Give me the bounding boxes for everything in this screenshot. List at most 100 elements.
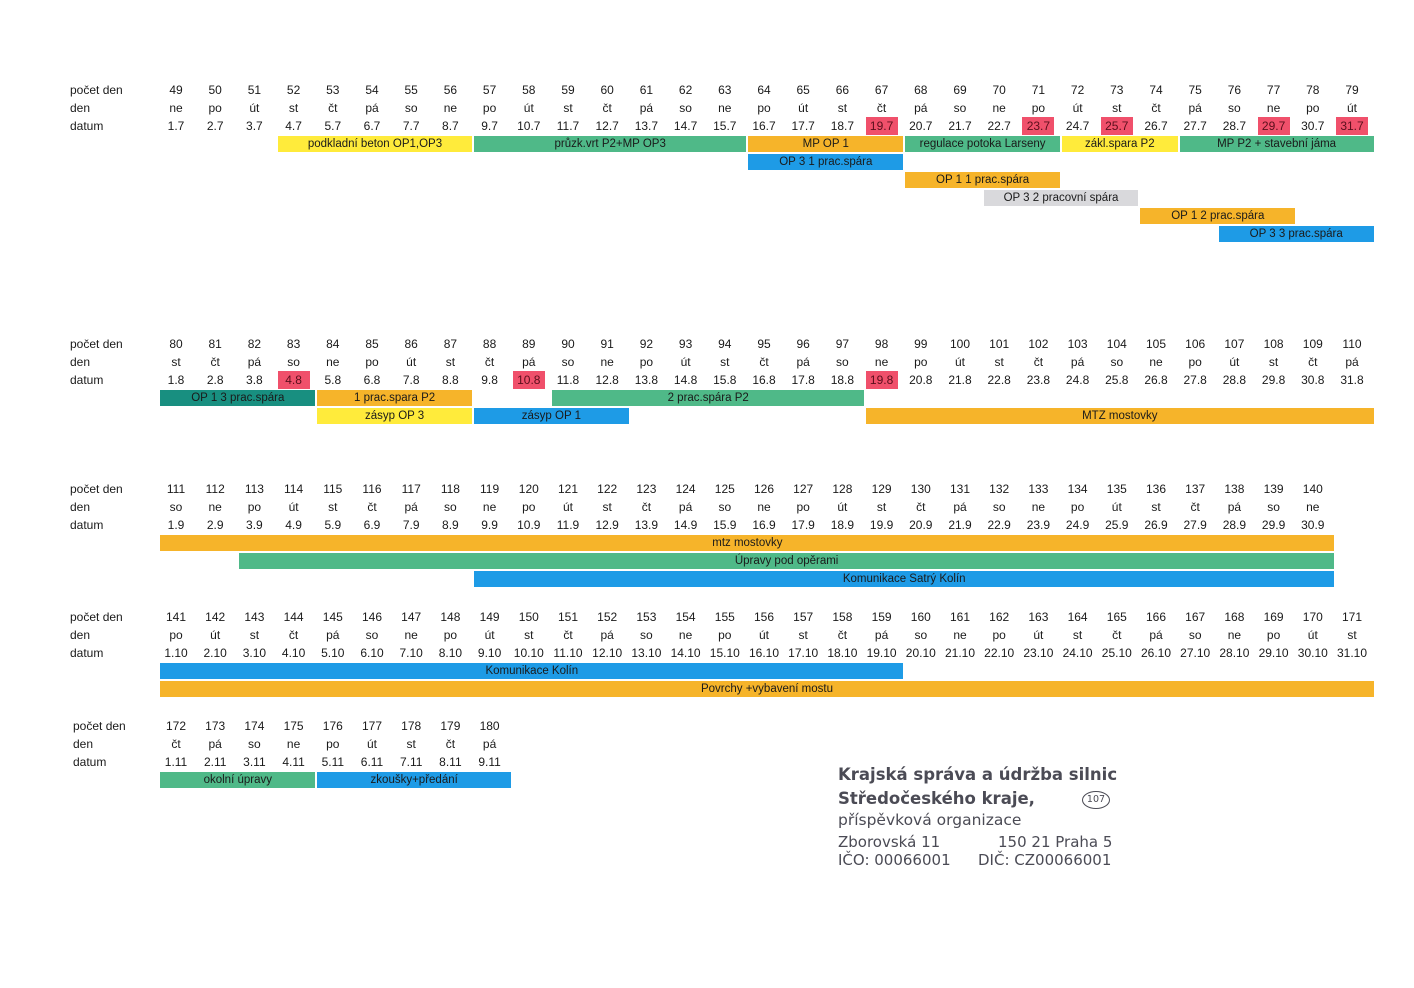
weekday-cell: so	[444, 500, 457, 514]
weekday-cell: pá	[208, 737, 222, 751]
weekday-cell: ne	[600, 355, 614, 369]
gantt-task-bar: MP OP 1	[748, 136, 904, 152]
day-number-cell: 86	[404, 337, 418, 351]
date-cell: 9.11	[478, 755, 501, 769]
day-number-cell: 103	[1067, 337, 1088, 351]
day-number-cell: 110	[1342, 337, 1362, 351]
date-cell: 29.8	[1261, 373, 1286, 387]
day-number-cell: 146	[361, 610, 383, 624]
weekday-cell: čt	[288, 628, 299, 642]
row-label-2: den	[70, 500, 91, 514]
day-number-cell: 118	[440, 482, 460, 496]
date-cell: 6.8	[363, 373, 381, 387]
weekday-cell: ne	[874, 355, 889, 369]
date-cell: 25.8	[1105, 373, 1129, 387]
weekday-cell: st	[720, 355, 730, 369]
day-number-cell: 99	[914, 337, 928, 351]
row-label-2: den	[70, 355, 91, 369]
weekday-cell: po	[639, 355, 654, 369]
weekday-cell: čt	[837, 628, 848, 642]
gantt-task-bar: Komunikace Satrý Kolín	[474, 571, 1335, 587]
weekday-cell: so	[718, 500, 732, 514]
date-cell: 28.10	[1219, 646, 1250, 660]
day-number-cell: 54	[365, 83, 379, 97]
date-cell: 10.9	[517, 518, 541, 532]
day-number-cell: 153	[636, 610, 657, 624]
day-number-cell: 97	[835, 337, 850, 351]
date-cell: 14.8	[673, 373, 698, 387]
date-cell: 15.7	[713, 119, 737, 133]
holiday-date-cell: 19.8	[865, 371, 898, 389]
weekday-cell: po	[1070, 500, 1085, 514]
date-cell: 26.9	[1144, 518, 1168, 532]
organization-stamp: Krajská správa a údržba silnic Středočes…	[838, 765, 1128, 875]
weekday-cell: pá	[1070, 355, 1085, 369]
stamp-street: Zborovská 11	[838, 833, 941, 851]
day-number-cell: 180	[479, 719, 500, 733]
day-number-cell: 120	[518, 482, 539, 496]
date-cell: 7.7	[402, 119, 420, 133]
day-number-cell: 95	[757, 337, 771, 351]
day-number-cell: 145	[322, 610, 343, 624]
day-number-cell: 117	[401, 482, 421, 496]
date-cell: 3.8	[246, 373, 263, 387]
row-label-2: den	[70, 628, 91, 642]
day-number-cell: 85	[365, 337, 379, 351]
day-number-cell: 179	[440, 719, 461, 733]
day-number-cell: 92	[639, 337, 654, 351]
day-number-cell: 108	[1263, 337, 1284, 351]
gantt-task-bar: 2 prac.spára P2	[552, 390, 864, 406]
weekday-cell: ne	[482, 500, 497, 514]
stamp-seal-number: 107	[1082, 791, 1110, 809]
date-cell: 17.7	[791, 119, 815, 133]
weekday-cell: ne	[678, 628, 693, 642]
day-number-cell: 138	[1224, 482, 1245, 496]
day-number-cell: 88	[482, 337, 497, 351]
row-label-1: počet den	[73, 719, 126, 733]
gantt-task-bar: zásyp OP 1	[474, 408, 629, 424]
date-cell: 30.8	[1301, 373, 1325, 387]
row-label-3: datum	[70, 119, 104, 133]
day-number-cell: 55	[404, 83, 418, 97]
date-cell: 21.10	[944, 646, 976, 660]
day-number-cell: 129	[871, 482, 892, 496]
weekday-cell: pá	[365, 101, 379, 115]
day-number-cell: 78	[1306, 83, 1320, 97]
day-number-cell: 127	[793, 482, 814, 496]
date-cell: 2.8	[206, 373, 224, 387]
day-number-cell: 178	[401, 719, 422, 733]
weekday-cell: út	[562, 500, 573, 514]
weekday-cell: st	[1151, 500, 1161, 514]
weekday-cell: st	[798, 628, 808, 642]
date-cell: 24.9	[1065, 518, 1090, 532]
date-cell: 11.8	[556, 373, 580, 387]
weekday-cell: út	[484, 628, 495, 642]
day-number-cell: 130	[910, 482, 931, 496]
weekday-cell: st	[249, 628, 260, 642]
date-cell: 4.9	[285, 518, 302, 532]
gantt-task-bar: mtz mostovky	[160, 535, 1335, 551]
day-number-cell: 66	[835, 83, 850, 97]
row-label-3: datum	[70, 646, 104, 660]
weekday-cell: st	[288, 101, 299, 115]
weekday-cell: po	[796, 500, 810, 514]
day-number-cell: 140	[1302, 482, 1323, 496]
gantt-task-bar: MTZ mostovky	[866, 408, 1374, 424]
day-number-cell: 139	[1263, 482, 1284, 496]
weekday-cell: st	[524, 628, 534, 642]
weekday-cell: čt	[210, 355, 220, 369]
day-number-cell: 159	[871, 610, 892, 624]
day-number-cell: 105	[1145, 337, 1167, 351]
date-cell: 13.10	[631, 646, 662, 660]
weekday-cell: ne	[718, 101, 732, 115]
date-cell: 7.9	[402, 518, 420, 532]
date-cell: 3.7	[246, 119, 263, 133]
weekday-cell: pá	[914, 101, 928, 115]
day-number-cell: 87	[443, 337, 458, 351]
date-cell: 22.7	[987, 119, 1011, 133]
day-number-cell: 81	[208, 337, 222, 351]
date-cell: 25.10	[1101, 646, 1132, 660]
day-number-cell: 68	[914, 83, 928, 97]
day-number-cell: 164	[1067, 610, 1088, 624]
date-cell: 26.8	[1144, 373, 1168, 387]
